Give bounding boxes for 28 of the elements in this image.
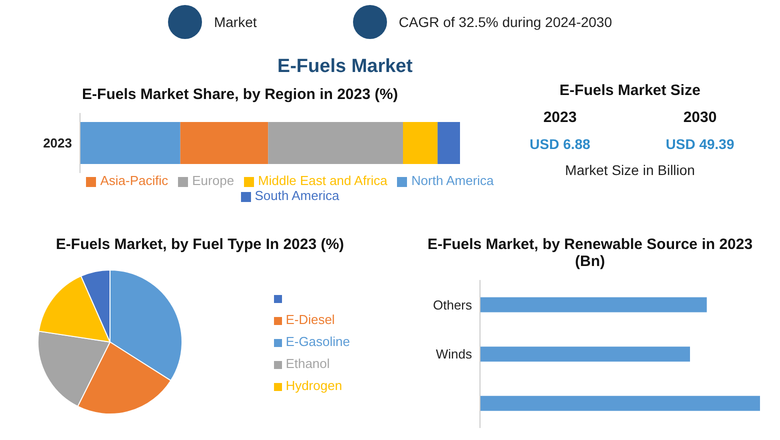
text: 2023 bbox=[542, 109, 578, 126]
bar bbox=[268, 122, 403, 164]
chart-title: E-Fuels Market Share, by Region in 2023 (%) bbox=[81, 86, 399, 103]
text: USD 6.88 bbox=[528, 136, 592, 152]
bar bbox=[438, 122, 460, 164]
y-tick-label: Winds bbox=[436, 346, 472, 362]
text: 2030 bbox=[682, 109, 718, 126]
legend-label: South America bbox=[254, 188, 340, 203]
legend-label: North America bbox=[411, 173, 494, 188]
legend-label: Middle East and Africa bbox=[258, 173, 388, 188]
legend-label: E-Diesel bbox=[286, 312, 335, 327]
bar bbox=[180, 122, 268, 164]
text: Market Size in Billion bbox=[565, 162, 695, 178]
bar bbox=[80, 122, 180, 164]
text: E-Fuels Market bbox=[276, 56, 414, 78]
chart-title: E-Fuels Market, by Renewable Source in 2023 (Bn) bbox=[426, 236, 754, 270]
legend-label: E-Gasoline bbox=[286, 334, 350, 349]
legend-label: Ethanol bbox=[286, 356, 330, 371]
legend-label: Asia-Pacific bbox=[100, 173, 168, 188]
bar bbox=[403, 122, 438, 164]
y-tick-label: Others bbox=[432, 297, 472, 312]
text: Market bbox=[214, 14, 257, 30]
legend-label: Hydrogen bbox=[286, 378, 342, 393]
text: E-Fuels Market Size bbox=[558, 82, 702, 99]
chart-title: E-Fuels Market, by Fuel Type In 2023 (%) bbox=[54, 236, 346, 253]
legend-label: Europe bbox=[192, 173, 234, 188]
text: USD 49.39 bbox=[664, 136, 736, 152]
text: CAGR of 32.5% during 2024-2030 bbox=[398, 14, 612, 30]
